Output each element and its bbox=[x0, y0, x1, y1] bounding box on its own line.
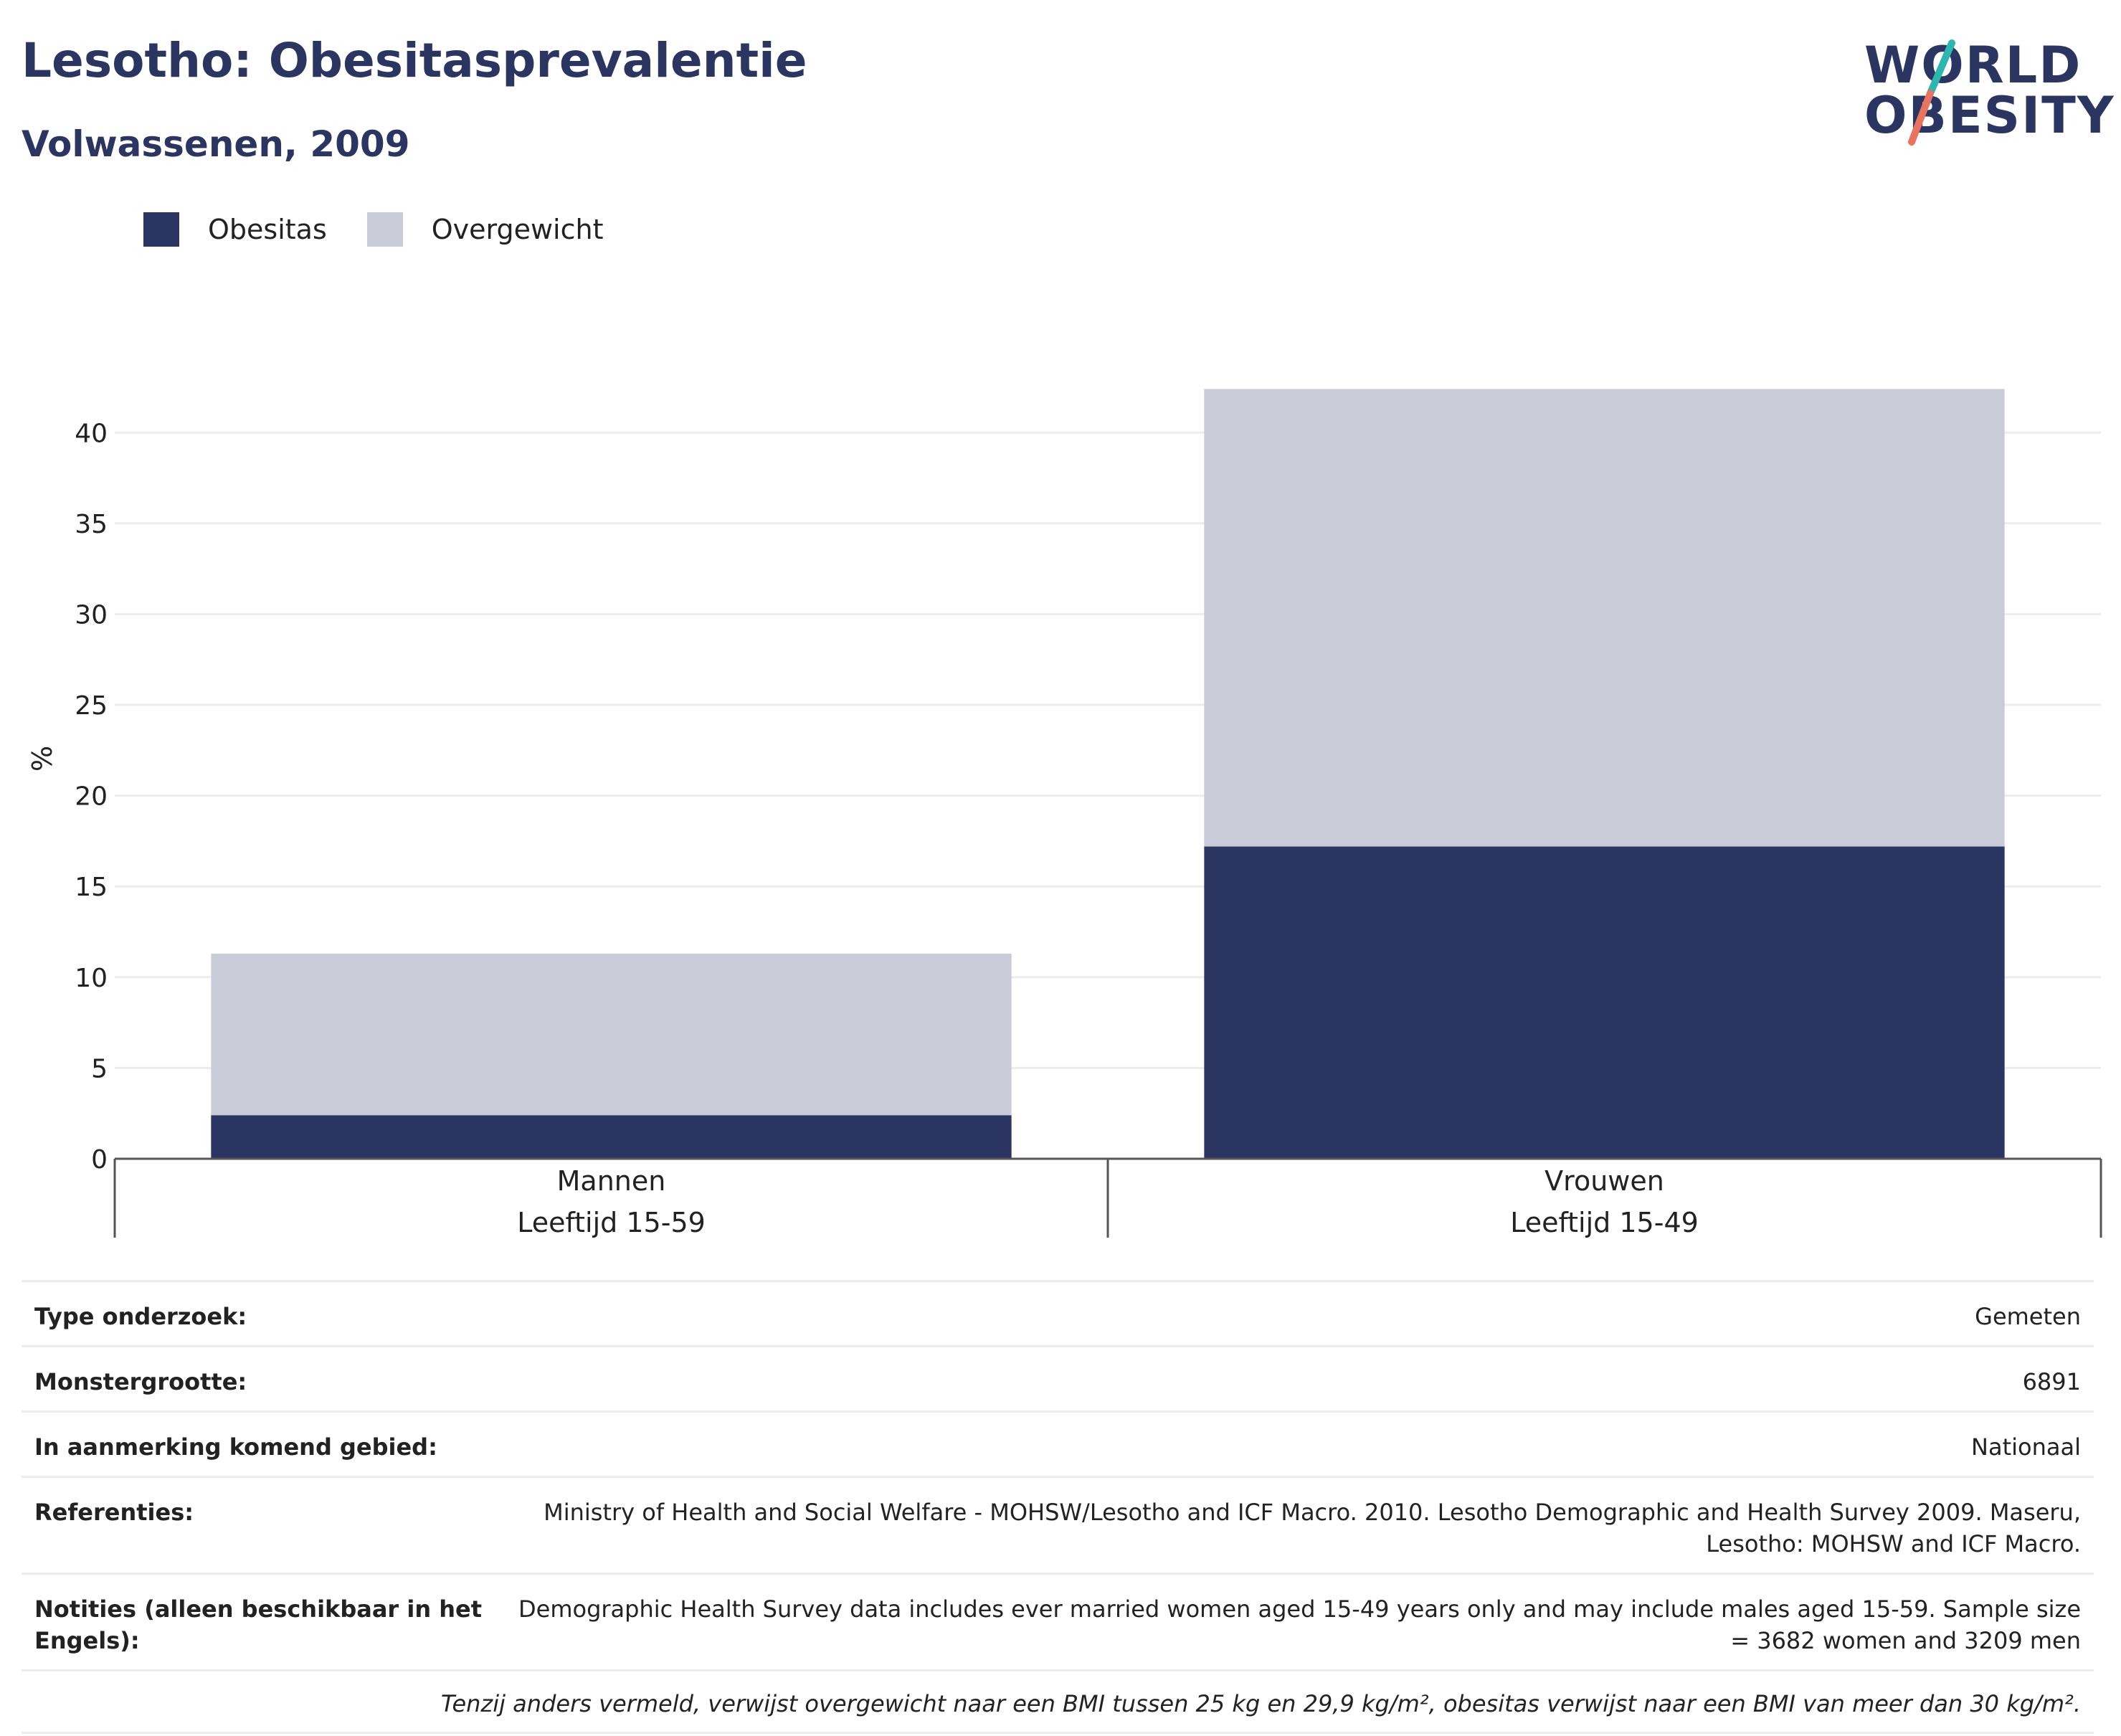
y-tick-label: 5 bbox=[91, 1054, 108, 1083]
info-key: Type onderzoek: bbox=[34, 1303, 247, 1330]
y-tick-label: 10 bbox=[75, 964, 108, 993]
y-axis-label: % bbox=[27, 746, 58, 772]
y-tick-label: 35 bbox=[75, 510, 108, 539]
legend-swatch-obesitas bbox=[143, 212, 179, 247]
info-key: In aanmerking komend gebied: bbox=[34, 1433, 437, 1461]
info-row-type: Type onderzoek: Gemeten bbox=[22, 1280, 2094, 1345]
y-tick-label: 15 bbox=[75, 873, 108, 902]
logo-line-2: OBESITY bbox=[1864, 86, 2115, 145]
y-tick-label: 30 bbox=[75, 600, 108, 630]
bar-overgewicht-1 bbox=[1204, 389, 2005, 847]
legend-label-obesitas: Obesitas bbox=[208, 214, 327, 245]
x-category-sublabel: Leeftijd 15-49 bbox=[1510, 1207, 1699, 1238]
info-row-area: In aanmerking komend gebied: Nationaal bbox=[22, 1410, 2094, 1476]
x-category-label: Mannen bbox=[557, 1165, 666, 1197]
info-key: Notities (alleen beschikbaar in het Enge… bbox=[34, 1595, 483, 1654]
y-tick-label: 25 bbox=[75, 691, 108, 721]
info-key: Referenties: bbox=[34, 1499, 194, 1526]
info-value: 6891 bbox=[2022, 1368, 2081, 1395]
chart-legend: Obesitas Overgewicht bbox=[143, 212, 644, 247]
info-value: Demographic Health Survey data includes … bbox=[518, 1595, 2081, 1654]
info-value: Ministry of Health and Social Welfare - … bbox=[544, 1499, 2081, 1557]
logo-line-1: WORLD bbox=[1864, 36, 2082, 95]
logo-slash-icon bbox=[1908, 39, 1955, 146]
x-category-label: Vrouwen bbox=[1545, 1165, 1664, 1197]
stacked-bar-chart: 0 5 10 15 20 25 30 35 40% Mannen Leeftijd 15-59 Vro… bbox=[27, 389, 2102, 1238]
info-value: Nationaal bbox=[1971, 1433, 2081, 1461]
footnote: Tenzij anders vermeld, verwijst overgewi… bbox=[22, 1669, 2094, 1734]
page-subtitle: Volwassenen, 2009 bbox=[22, 123, 410, 165]
world-obesity-logo: WORLD OBESITY bbox=[1864, 22, 2114, 151]
info-row-references: Referenties: Ministry of Health and Soci… bbox=[22, 1476, 2094, 1573]
info-value: Gemeten bbox=[1975, 1303, 2081, 1330]
info-row-sample: Monstergrootte: 6891 bbox=[22, 1345, 2094, 1410]
info-table: Type onderzoek: Gemeten Monstergrootte: … bbox=[22, 1280, 2094, 1734]
legend-label-overgewicht: Overgewicht bbox=[431, 214, 604, 245]
y-tick-label: 40 bbox=[75, 419, 108, 448]
info-row-notes: Notities (alleen beschikbaar in het Enge… bbox=[22, 1573, 2094, 1669]
bar-overgewicht-0 bbox=[211, 953, 1012, 1116]
page-title: Lesotho: Obesitasprevalentie bbox=[22, 33, 807, 88]
bar-obesitas-0 bbox=[211, 1115, 1012, 1159]
x-category-sublabel: Leeftijd 15-59 bbox=[517, 1207, 706, 1238]
y-tick-label: 20 bbox=[75, 782, 108, 812]
info-key: Monstergrootte: bbox=[34, 1368, 247, 1395]
y-tick-label: 0 bbox=[91, 1145, 108, 1175]
bar-obesitas-1 bbox=[1204, 846, 2005, 1159]
legend-swatch-overgewicht bbox=[366, 212, 403, 247]
